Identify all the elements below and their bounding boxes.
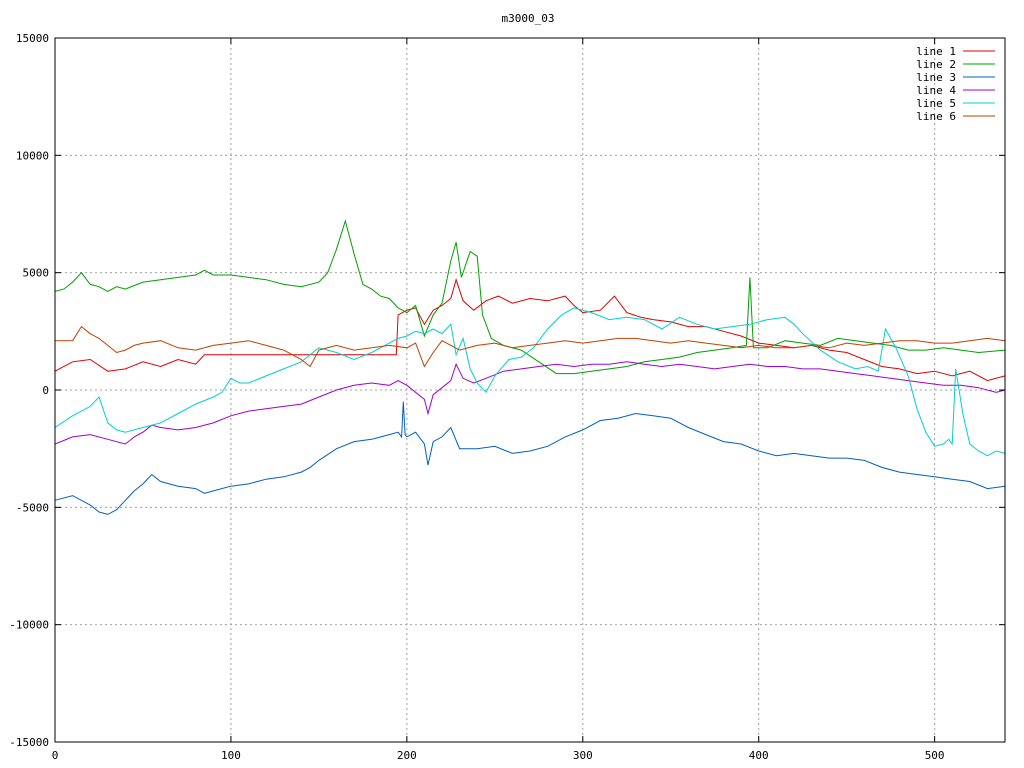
- y-tick-label: 0: [42, 384, 49, 397]
- y-tick-label: 5000: [23, 267, 50, 280]
- y-tick-label: -10000: [9, 619, 49, 632]
- series-line: [54, 361, 1006, 445]
- chart-title: m3000_03: [502, 12, 555, 25]
- legend-label: line 3: [916, 71, 956, 84]
- y-axis: -15000 -10000 -5000 0 5000 10000 15000: [9, 32, 1005, 749]
- x-tick-label: 0: [52, 749, 59, 762]
- legend-label: line 2: [916, 58, 956, 71]
- y-tick-label: -15000: [9, 736, 49, 749]
- y-tick-label: 10000: [16, 149, 49, 162]
- x-tick-label: 200: [397, 749, 417, 762]
- series-line: [54, 277, 1006, 382]
- x-tick-label: 400: [749, 749, 769, 762]
- series-line: [55, 325, 1006, 368]
- x-tick-label: 500: [925, 749, 945, 762]
- legend-label: line 5: [916, 97, 956, 110]
- x-tick-label: 100: [221, 749, 241, 762]
- series-line: [54, 401, 1006, 515]
- legend-label: line 4: [916, 84, 956, 97]
- legend-label: line 6: [916, 110, 956, 123]
- x-axis: 0 100 200 300 400 500: [52, 38, 945, 762]
- grid: [55, 38, 1005, 742]
- series-line: [54, 219, 1006, 375]
- legend-label: line 1: [916, 45, 956, 58]
- x-tick-label: 300: [573, 749, 593, 762]
- series-line: [54, 307, 1006, 457]
- plot-area: [54, 219, 1006, 515]
- y-tick-label: 15000: [16, 32, 49, 45]
- y-tick-label: -5000: [16, 501, 49, 514]
